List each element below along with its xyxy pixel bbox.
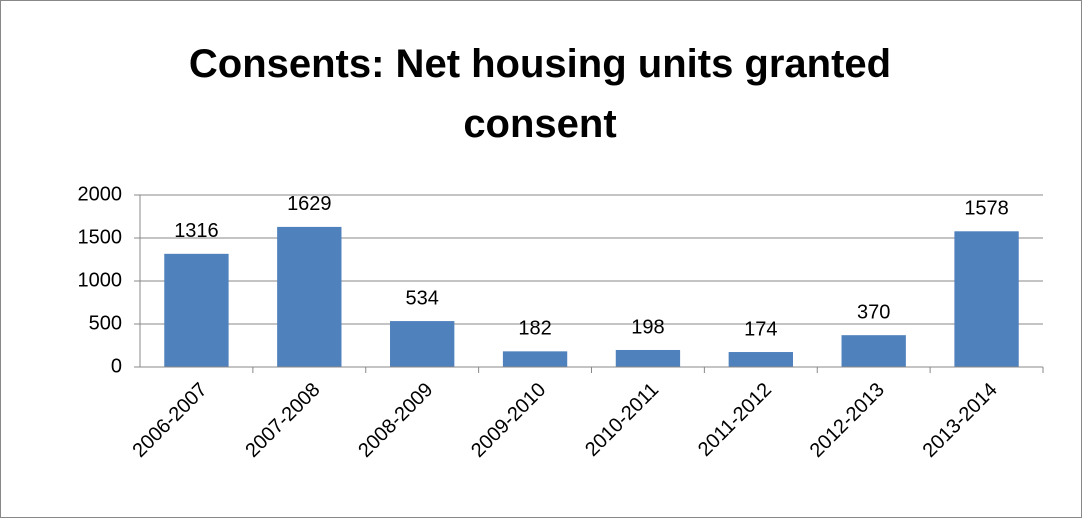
x-tick-label: 2011-2012 — [694, 379, 776, 461]
bar — [841, 335, 906, 367]
y-tick-label: 1000 — [78, 269, 123, 291]
bar — [277, 226, 342, 367]
data-label: 198 — [631, 316, 664, 338]
x-tick-label: 2007-2008 — [241, 379, 324, 462]
x-tick-label: 2008-2009 — [354, 379, 437, 462]
bar — [954, 231, 1019, 367]
bar — [502, 351, 568, 367]
x-tick-label: 2006-2007 — [129, 379, 212, 462]
data-label: 182 — [518, 318, 551, 340]
bar — [615, 349, 681, 367]
data-label: 1316 — [174, 220, 219, 242]
x-tick-label: 2013-2014 — [919, 379, 1002, 462]
y-tick-label: 500 — [89, 312, 122, 334]
data-label: 174 — [744, 318, 777, 340]
bar — [728, 352, 793, 367]
bar — [390, 321, 455, 367]
y-tick-label: 1500 — [78, 226, 123, 248]
data-label: 534 — [406, 287, 439, 309]
data-label: 1578 — [964, 198, 1009, 220]
y-tick-label: 0 — [111, 355, 122, 377]
x-tick-label: 2009-2010 — [467, 379, 550, 462]
data-label: 1629 — [287, 193, 332, 215]
y-tick-label: 2000 — [78, 183, 123, 205]
data-label: 370 — [857, 301, 890, 323]
bar — [164, 253, 229, 367]
x-tick-label: 2012-2013 — [806, 379, 889, 462]
x-tick-label: 2010-2011 — [581, 379, 663, 461]
chart-title: Consents: Net housing units granted cons… — [188, 42, 892, 146]
